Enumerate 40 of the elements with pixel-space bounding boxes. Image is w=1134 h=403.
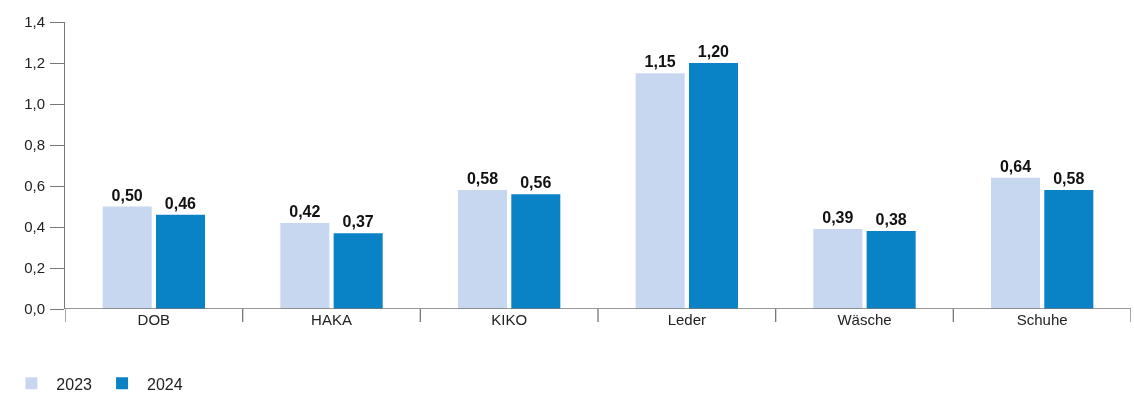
bar [813,229,863,309]
data-label: 0,58 [466,170,499,188]
data-label: 0,46 [164,194,197,212]
data-label: 1,15 [644,53,676,71]
y-tick-label: 1,2 [24,54,45,72]
x-tick-label: DOB [137,311,171,328]
y-tick-label: 0,4 [24,218,45,236]
data-label: 0,37 [342,213,374,231]
y-tick-label: 0,2 [24,259,45,277]
bar [458,190,508,309]
bar [635,73,685,309]
data-label: 0,64 [999,157,1032,175]
bar [333,233,383,309]
data-label: 0,38 [875,211,907,229]
x-tick-label: Schuhe [1016,311,1068,328]
bar [155,214,205,309]
data-label: 0,50 [111,186,143,204]
data-label: 1,20 [697,43,730,60]
x-tick-label: HAKA [311,311,352,328]
x-tick-label: KIKO [491,311,528,328]
bar [688,63,738,309]
y-tick-label: 1,0 [24,95,45,113]
bar [511,194,561,309]
bar [280,222,330,309]
data-label: 0,39 [822,209,854,227]
x-tick-label: Leder [667,311,707,328]
x-tick-label: Wäsche [837,311,892,328]
y-tick-label: 0,8 [24,136,45,154]
data-label: 0,58 [1053,170,1085,188]
legend-label: 2023 [56,375,93,393]
bar [1044,190,1094,309]
y-tick-label: 1,4 [24,13,45,31]
bar [866,231,916,309]
y-tick-label: 0,0 [24,300,45,318]
bar [102,206,152,309]
bar [991,177,1041,309]
data-label: 0,56 [520,174,552,192]
data-label: 0,42 [289,202,321,220]
legend-label: 2024 [147,375,183,393]
y-tick-label: 0,6 [24,177,45,195]
